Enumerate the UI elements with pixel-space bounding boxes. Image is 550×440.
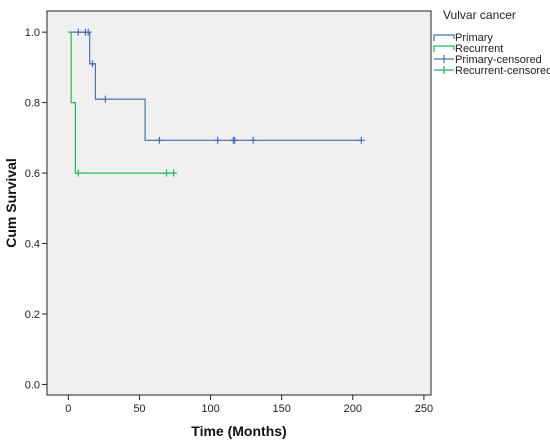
y-tick-label: 0.8: [25, 98, 40, 110]
censor-mark-recurrent: [170, 169, 178, 177]
legend-label: Primary: [455, 32, 493, 44]
x-tick-label: 50: [133, 403, 145, 415]
x-axis-title: Time (Months): [191, 423, 286, 439]
legend-swatch: [433, 34, 455, 41]
censor-mark-primary: [74, 28, 82, 36]
legend-entry: Recurrent-censored: [434, 65, 550, 77]
y-axis: 0.0 0.2 0.4 0.6 0.8 1.0: [25, 27, 47, 391]
series-line-recurrent: [68, 31, 174, 174]
legend-title: Vulvar cancer: [443, 8, 516, 22]
y-tick-label: 1.0: [25, 27, 40, 39]
legend-entry: Primary: [433, 32, 493, 44]
censor-mark-primary: [84, 28, 92, 36]
censor-mark-primary: [249, 136, 257, 144]
x-axis: 0 50 100 150 200 250: [65, 395, 433, 415]
censor-mark-primary: [214, 136, 222, 144]
legend-label: Recurrent: [455, 43, 503, 55]
x-tick-label: 200: [344, 403, 362, 415]
legend-label: Primary-censored: [455, 54, 542, 66]
censor-mark-recurrent: [74, 169, 82, 177]
y-tick-label: 0.2: [25, 309, 40, 321]
x-tick-label: 250: [415, 403, 433, 415]
series-layer: [68, 28, 365, 177]
legend-entry: Recurrent: [433, 43, 503, 55]
y-tick-label: 0.0: [25, 379, 40, 391]
y-axis-title: Cum Survival: [3, 158, 19, 247]
censor-mark-primary: [357, 136, 365, 144]
y-tick-label: 0.4: [25, 239, 40, 251]
censor-mark-primary: [155, 136, 163, 144]
legend-entry: Primary-censored: [434, 54, 542, 66]
series-line-primary: [68, 31, 362, 141]
censor-mark-primary: [89, 60, 97, 68]
x-tick-label: 150: [272, 403, 290, 415]
legend-label: Recurrent-censored: [455, 65, 550, 77]
x-tick-label: 100: [201, 403, 219, 415]
y-tick-label: 0.6: [25, 168, 40, 180]
censor-mark-recurrent: [162, 169, 170, 177]
censor-mark-primary: [231, 136, 239, 144]
x-tick-label: 0: [65, 403, 71, 415]
censor-mark-primary: [101, 95, 109, 103]
plot-area: [46, 10, 432, 396]
legend: Vulvar cancer PrimaryRecurrentPrimary-ce…: [433, 8, 550, 77]
legend-swatch: [433, 45, 455, 52]
